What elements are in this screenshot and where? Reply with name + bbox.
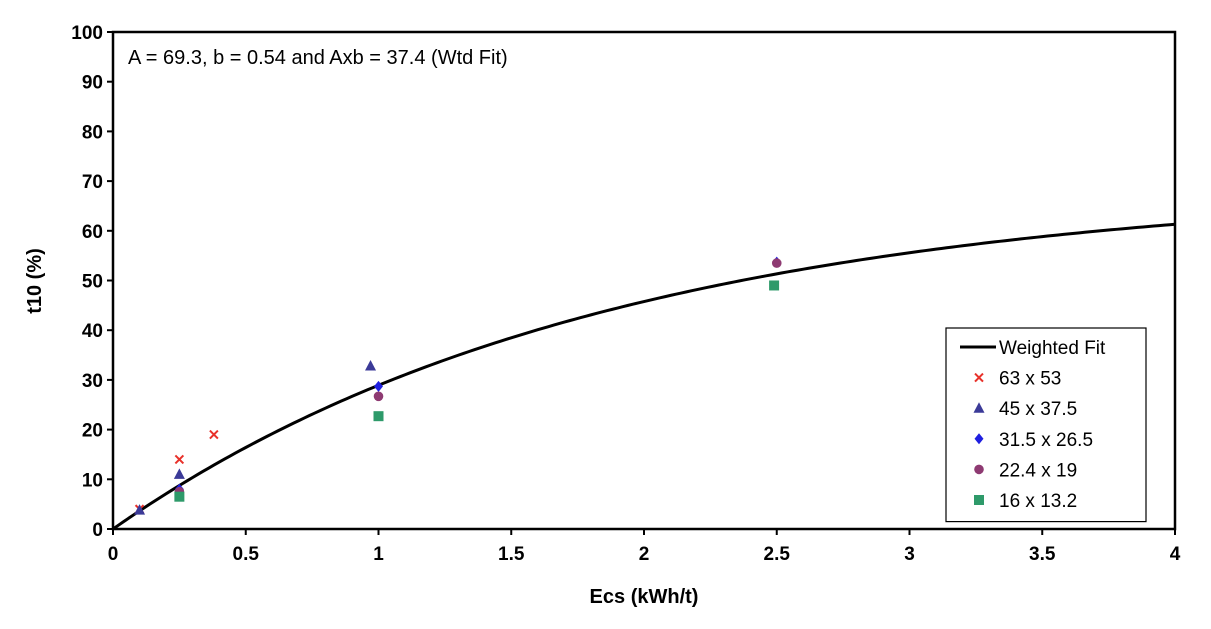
- x-tick-label: 3: [904, 544, 915, 565]
- x-tick-label: 4: [1170, 544, 1181, 565]
- y-tick-label: 20: [82, 421, 103, 442]
- x-tick-label: 1.5: [498, 544, 525, 565]
- legend-box: [945, 327, 1147, 523]
- y-axis-title: t10 (%): [24, 248, 46, 314]
- x-axis-title: Ecs (kWh/t): [590, 586, 699, 608]
- data-point: [771, 258, 782, 268]
- x-tick-label: 2: [639, 544, 650, 565]
- y-tick-label: 80: [82, 122, 103, 143]
- legend-swatch: [974, 464, 984, 475]
- data-point: [373, 391, 384, 402]
- data-point: [174, 491, 185, 502]
- plot-area-frame: [111, 30, 1177, 531]
- x-tick-label: 0.5: [233, 544, 260, 565]
- y-tick-label: 70: [82, 172, 103, 193]
- y-axis-ticks: 0 10 20 30 40 50 60 70 80 90 100: [71, 23, 113, 541]
- weighted-fit-curve: [112, 222, 1176, 531]
- data-point: [373, 411, 384, 422]
- chart-annotation: A = 69.3, b = 0.54 and Axb = 37.4 (Wtd F…: [128, 47, 508, 69]
- legend-label: 31.5 x 26.5: [999, 430, 1093, 451]
- legend-label-weighted-fit: Weighted Fit: [999, 338, 1106, 359]
- data-point: [134, 504, 146, 515]
- x-tick-label: 1: [373, 544, 384, 565]
- legend-label: 22.4 x 19: [999, 460, 1077, 481]
- y-tick-label: 0: [92, 520, 103, 541]
- data-point: [769, 280, 780, 291]
- legend-label: 45 x 37.5: [999, 399, 1077, 420]
- x-tick-label: 3.5: [1029, 544, 1056, 565]
- x-axis-ticks: 0 0.5 1 1.5 2 2.5 3 3.5 4: [108, 529, 1181, 565]
- y-tick-label: 50: [82, 272, 103, 293]
- y-tick-label: 90: [82, 73, 103, 94]
- x-tick-label: 2.5: [764, 544, 791, 565]
- legend-swatch: [974, 433, 984, 445]
- y-tick-label: 10: [82, 470, 103, 491]
- legend-swatch: [973, 402, 985, 413]
- data-point: [174, 454, 185, 465]
- data-point: [173, 468, 185, 479]
- y-tick-label: 60: [82, 222, 103, 243]
- legend-label: 16 x 13.2: [999, 491, 1077, 512]
- y-tick-label: 40: [82, 321, 103, 342]
- y-tick-label: 100: [71, 23, 103, 44]
- legend-swatch: [974, 372, 984, 383]
- legend-swatch: [974, 495, 984, 505]
- data-point: [209, 429, 219, 440]
- legend-label: 63 x 53: [999, 369, 1061, 390]
- legend: Weighted Fit 63 x 53 45 x 37.5 31.5 x 26.5 2…: [945, 327, 1147, 523]
- data-point: [374, 380, 383, 392]
- data-points: [134, 256, 782, 515]
- data-point: [365, 359, 377, 371]
- y-tick-label: 30: [82, 371, 103, 392]
- x-tick-label: 0: [108, 544, 119, 565]
